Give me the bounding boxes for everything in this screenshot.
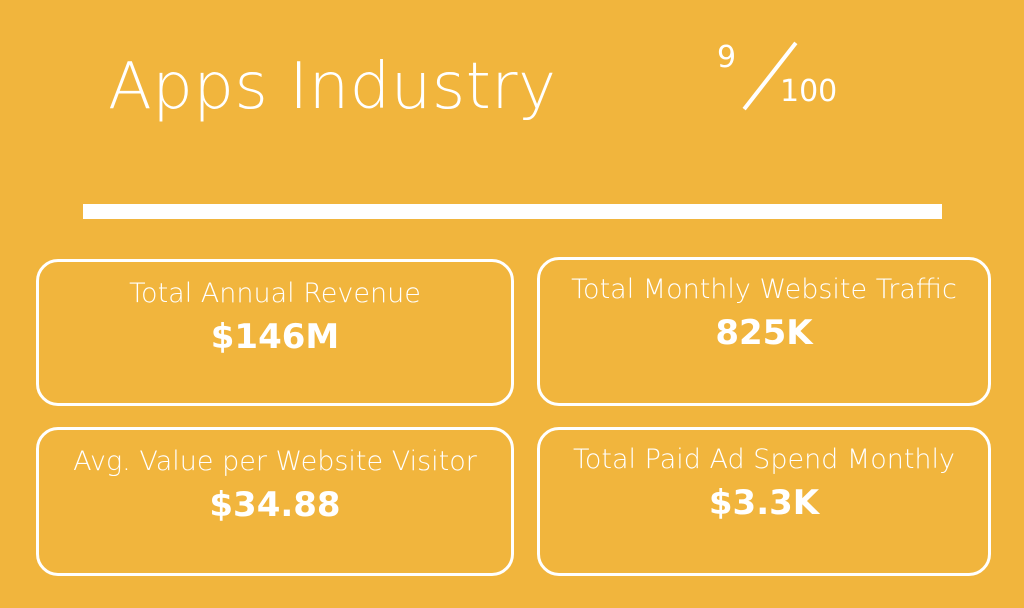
stat-label: Total Monthly Website Traffic — [571, 274, 957, 305]
stat-value: $34.88 — [209, 485, 341, 525]
stat-card-paid-ad-spend: Total Paid Ad Spend Monthly $3.3K — [537, 427, 991, 576]
stat-label: Total Paid Ad Spend Monthly — [572, 444, 956, 475]
stat-label: Avg. Value per Website Visitor — [73, 446, 477, 477]
page-title: Apps Industry — [108, 50, 557, 124]
divider — [83, 204, 942, 219]
stat-card-monthly-traffic: Total Monthly Website Traffic 825K — [537, 257, 991, 406]
stat-label: Total Annual Revenue — [129, 278, 421, 309]
stat-value: $146M — [210, 317, 340, 357]
stat-value: 825K — [715, 313, 813, 353]
stat-card-annual-revenue: Total Annual Revenue $146M — [36, 259, 514, 406]
stat-card-value-per-visitor: Avg. Value per Website Visitor $34.88 — [36, 427, 514, 576]
stat-value: $3.3K — [708, 483, 820, 523]
score-max: 100 — [780, 74, 838, 109]
score-value: 9 — [717, 40, 737, 75]
